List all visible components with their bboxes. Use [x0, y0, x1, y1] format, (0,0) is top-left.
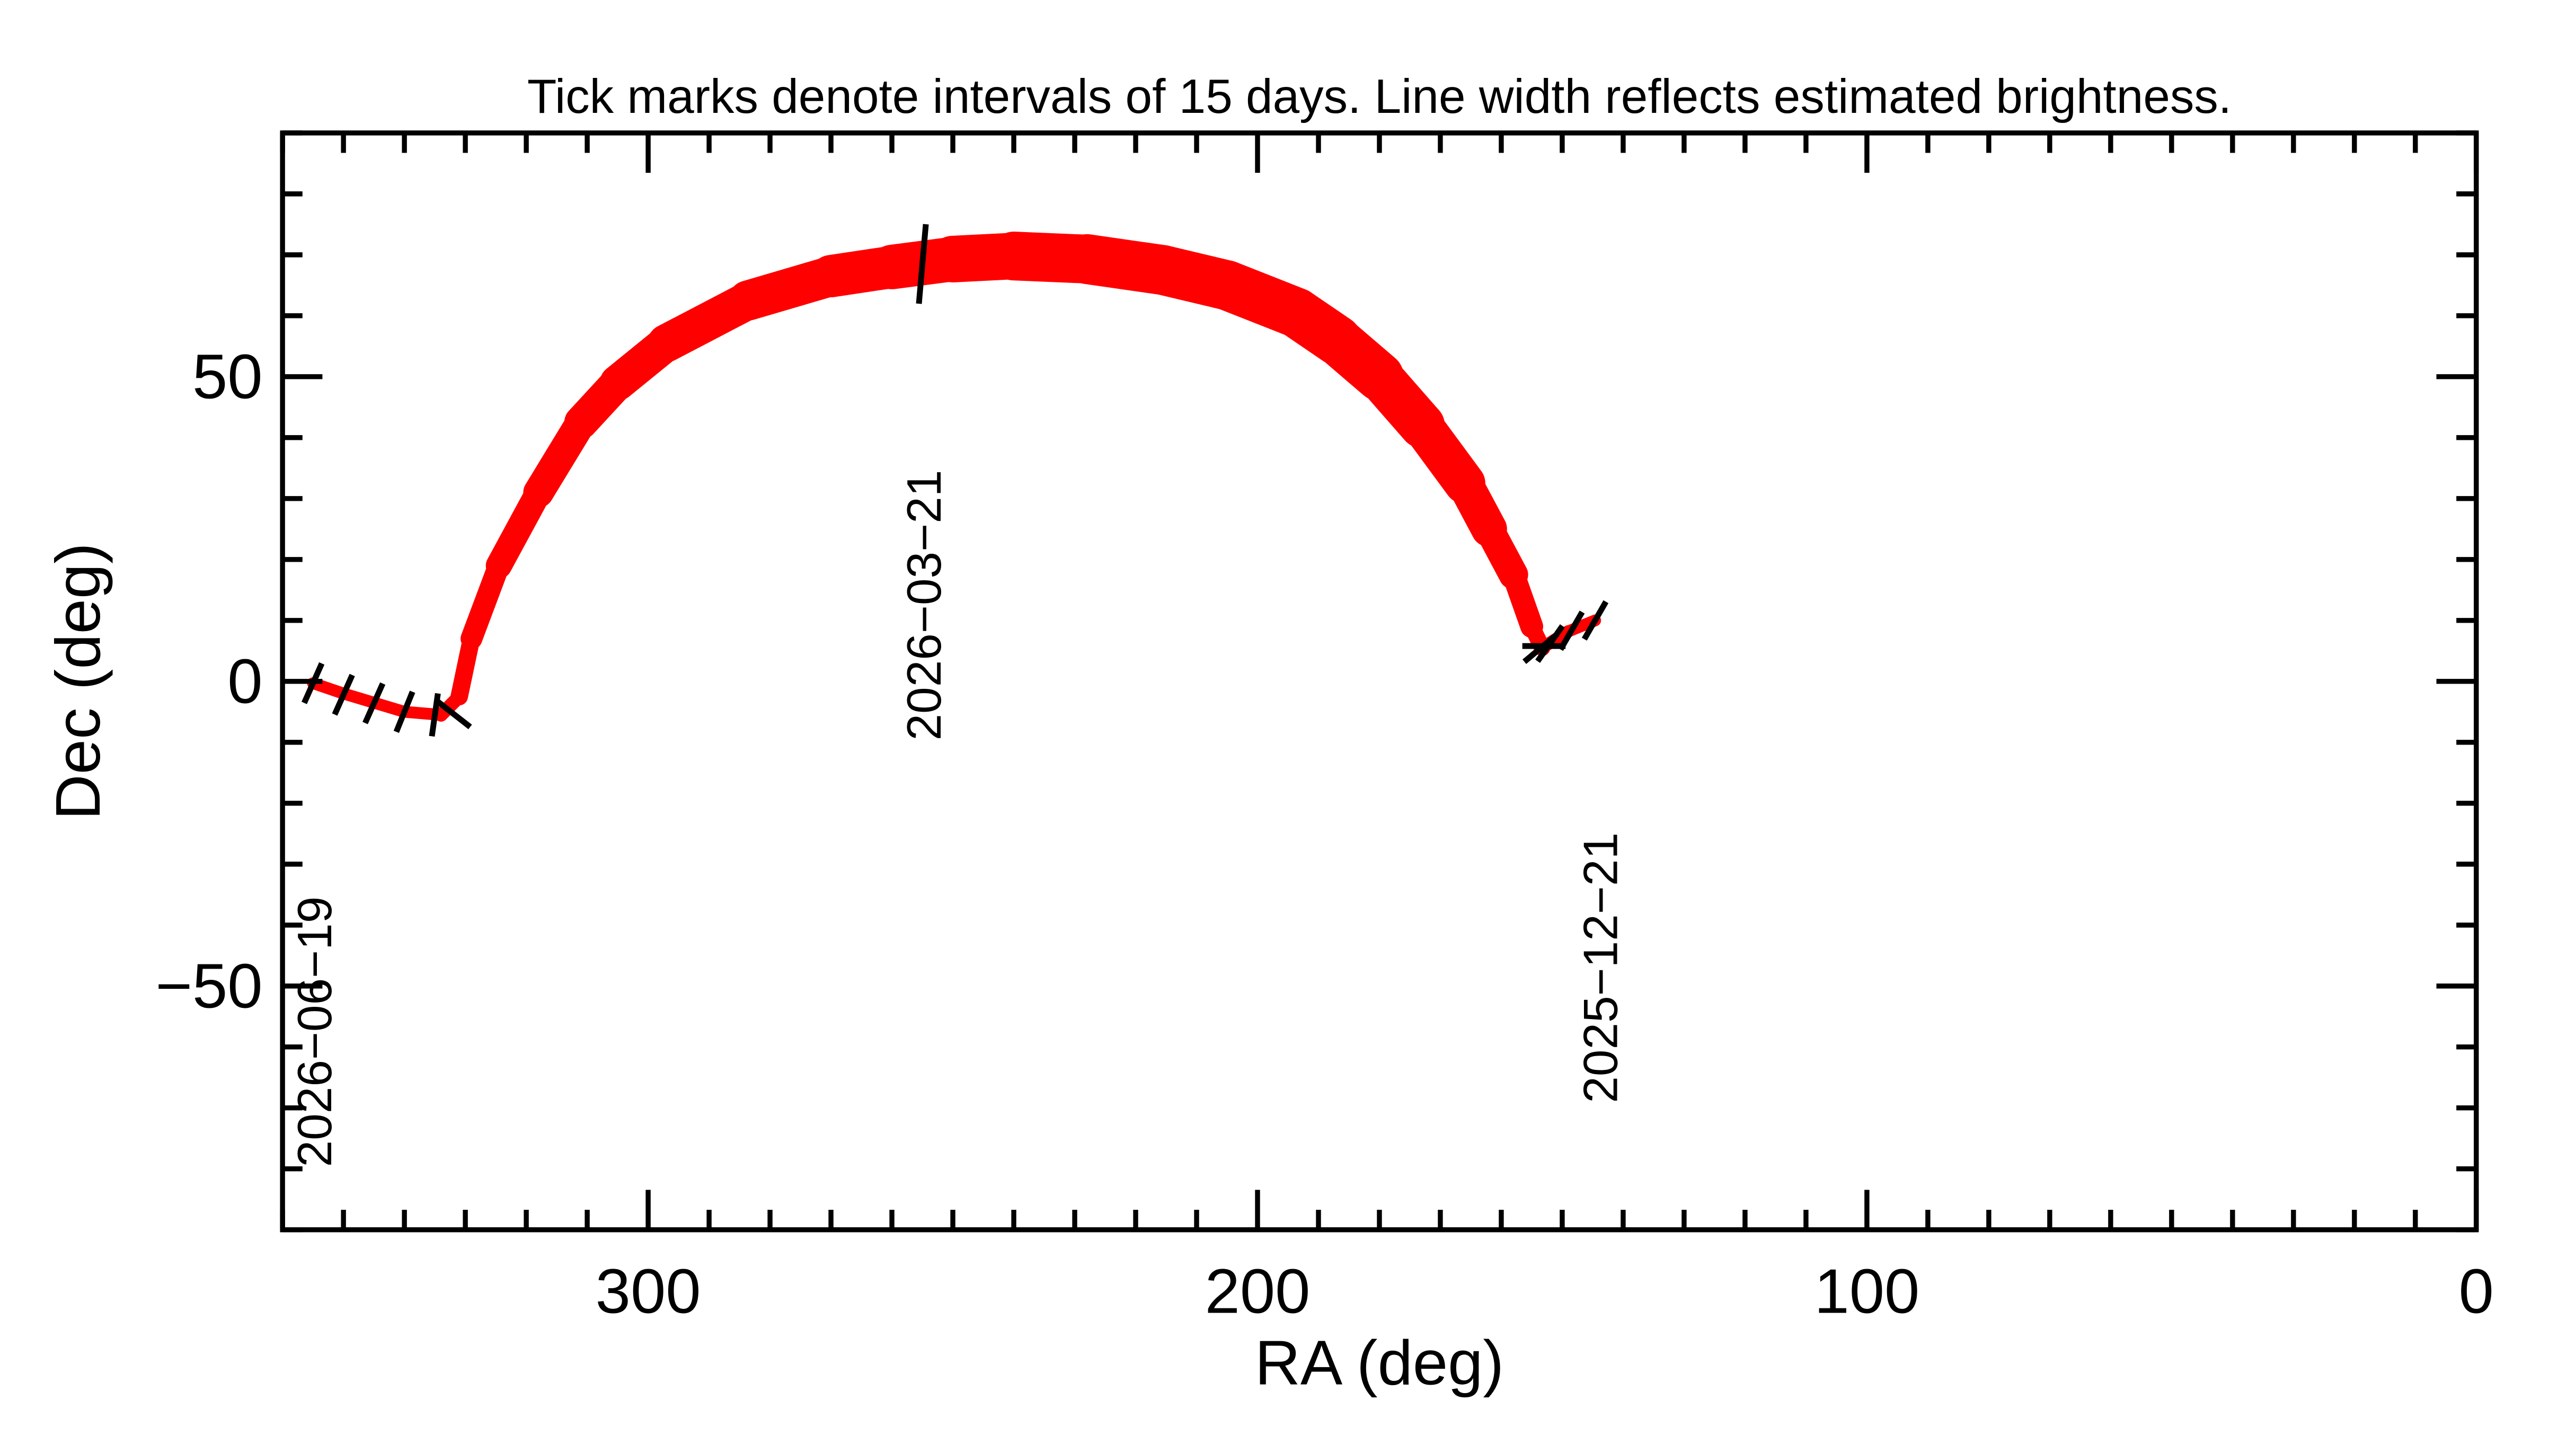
y-tick-label: 50	[192, 342, 263, 412]
x-tick-label: 200	[1205, 1256, 1311, 1326]
date-tick	[429, 693, 441, 737]
track-segment	[461, 554, 510, 650]
date-label: 2026−03−21	[898, 470, 951, 741]
track-segment	[450, 630, 481, 706]
date-labels: 2025−12−21 2026−03−21 2026−06−19	[288, 470, 1627, 1167]
track-segment	[307, 677, 350, 699]
chart-title: Tick marks denote intervals of 15 days. …	[527, 70, 2232, 123]
date-tick	[1581, 600, 1609, 641]
date-tick	[393, 690, 415, 733]
date-ticks	[302, 224, 1609, 737]
axis-ticks	[280, 130, 2479, 1233]
x-tick-label: 100	[1814, 1256, 1920, 1326]
date-label: 2025−12−21	[1574, 832, 1627, 1103]
track-segment	[485, 479, 552, 579]
date-tick	[434, 698, 472, 730]
x-tick-label: 300	[596, 1256, 701, 1326]
y-tick-labels: 50 0 −50	[155, 342, 262, 1022]
date-tick	[916, 224, 929, 304]
x-tick-label: 0	[2459, 1256, 2494, 1326]
x-axis-label: RA (deg)	[1255, 1327, 1504, 1398]
date-tick	[332, 674, 355, 716]
comet-track	[307, 232, 1601, 722]
plot-frame	[280, 130, 2479, 1233]
track-segment	[523, 407, 597, 508]
x-tick-labels: 300 200 100 0	[596, 1256, 2494, 1326]
date-tick	[362, 682, 386, 724]
y-axis-label: Dec (deg)	[43, 543, 113, 820]
y-tick-label: 0	[227, 646, 262, 717]
y-tick-label: −50	[155, 951, 262, 1022]
date-label: 2026−06−19	[288, 897, 342, 1167]
